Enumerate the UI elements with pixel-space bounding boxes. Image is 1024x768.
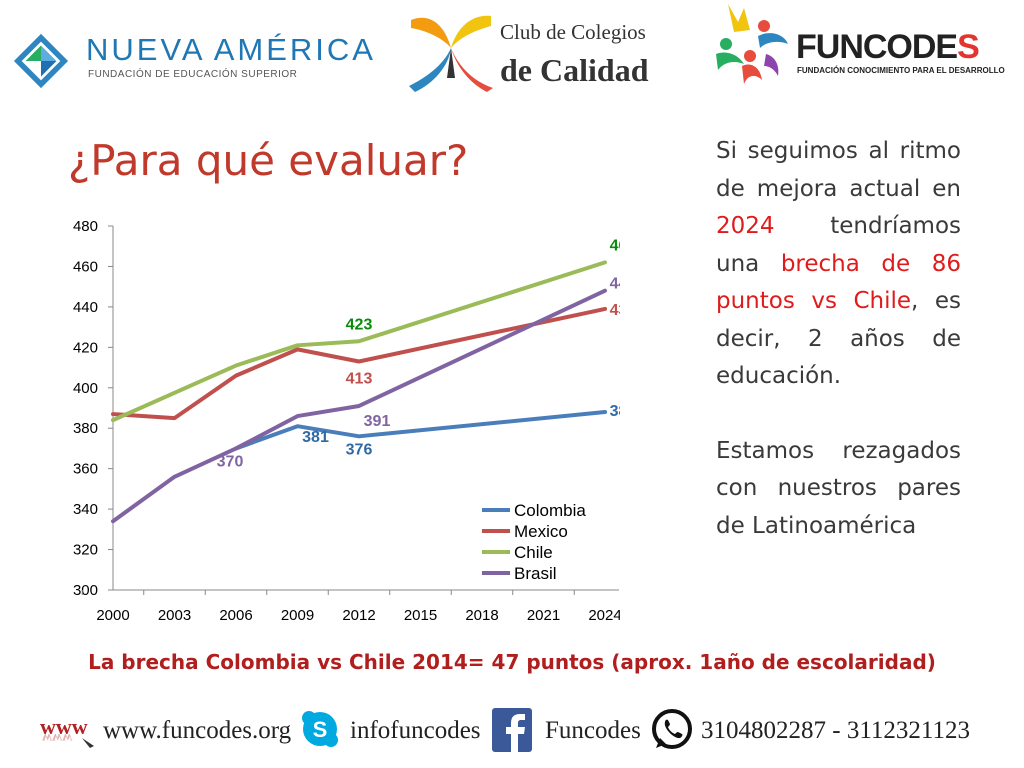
data-label: 370	[217, 453, 244, 470]
x-tick-label: 2012	[342, 607, 375, 624]
data-label: 391	[364, 413, 391, 430]
funcodes-logo: FUNCODES FUNDACIÓN CONOCIMIENTO PARA EL …	[708, 0, 1008, 90]
side-p1-c: , es decir, 2 años de educación.	[716, 288, 961, 389]
side-p1-year: 2024	[716, 213, 775, 239]
x-tick-label: 2009	[281, 607, 314, 624]
x-tick-label: 2015	[404, 607, 437, 624]
nueva-america-emblem-icon	[13, 33, 69, 89]
series-line-colombia	[234, 410, 607, 451]
x-tick-label: 2024	[588, 607, 620, 624]
x-tick-label: 2006	[219, 607, 252, 624]
side-p1-gap: brecha de 86 puntos vs Chile	[716, 250, 962, 315]
side-paragraph: Si seguimos al ritmo de mejora actual en…	[716, 133, 961, 545]
gap-note: La brecha Colombia vs Chile 2014= 47 pun…	[88, 650, 936, 674]
y-tick-label: 300	[73, 582, 98, 599]
funcodes-subtitle: FUNDACIÓN CONOCIMIENTO PARA EL DESARROLL…	[797, 66, 1005, 75]
data-label: 448	[610, 276, 620, 293]
data-label: 388	[610, 403, 620, 420]
data-label: 381	[302, 429, 329, 446]
legend-label-colombia: Colombia	[514, 501, 586, 520]
page-title: ¿Para qué evaluar?	[68, 136, 469, 185]
x-tick-label: 2021	[527, 607, 560, 624]
facebook-page[interactable]: Funcodes	[545, 717, 641, 744]
legend-label-brasil: Brasil	[514, 564, 557, 583]
data-label: 423	[346, 316, 373, 333]
legend-label-chile: Chile	[514, 543, 553, 562]
website-link[interactable]: www.funcodes.org	[103, 717, 292, 744]
nueva-america-name: NUEVA AMÉRICA	[86, 32, 376, 67]
series-line-brasil	[111, 288, 607, 524]
club-colegios-logo: Club de Colegios de Calidad	[405, 8, 685, 93]
y-tick-label: 440	[73, 299, 98, 316]
www-globe-icon: www www	[40, 714, 94, 748]
y-tick-label: 480	[73, 218, 98, 235]
funcodes-name-main: FUNCODE	[796, 28, 958, 66]
funcodes-name-tail: S	[957, 28, 980, 66]
y-tick-label: 460	[73, 258, 98, 275]
contact-bar: www www www.funcodes.org S infofuncodes …	[0, 706, 1024, 756]
whatsapp-icon	[652, 709, 692, 749]
data-label: 413	[346, 370, 373, 387]
y-tick-label: 420	[73, 339, 98, 356]
skype-icon: S	[302, 711, 338, 747]
data-label: 439	[610, 302, 620, 319]
y-tick-label: 400	[73, 380, 98, 397]
facebook-icon	[492, 708, 532, 752]
phone-numbers: 3104802287 - 3112321123	[701, 717, 970, 744]
x-tick-label: 2003	[158, 607, 191, 624]
funcodes-name: FUNCODES	[796, 28, 980, 67]
y-tick-label: 360	[73, 461, 98, 478]
legend-label-mexico: Mexico	[514, 522, 568, 541]
y-tick-label: 340	[73, 501, 98, 518]
data-label: 376	[346, 441, 373, 458]
side-paragraph-1: Si seguimos al ritmo de mejora actual en…	[716, 133, 961, 396]
side-p1-b: tendríamos una	[716, 213, 961, 277]
series-line-mexico	[111, 306, 607, 421]
www-badge-text: www	[40, 714, 88, 739]
nueva-america-subtitle: FUNDACIÓN DE EDUCACIÓN SUPERIOR	[88, 69, 298, 80]
y-tick-label: 320	[73, 542, 98, 559]
x-tick-label: 2000	[96, 607, 129, 624]
funcodes-emblem-icon	[716, 4, 788, 84]
y-tick-label: 380	[73, 420, 98, 437]
svg-text:S: S	[313, 717, 328, 742]
score-trend-chart: 300 320 340 360 380 400 420 440 460 480 2000 2003 20…	[73, 218, 620, 624]
data-label: 462	[610, 237, 620, 254]
side-paragraph-2: Estamos rezagados con nuestros pares de …	[716, 437, 961, 539]
x-tick-label: 2018	[465, 607, 498, 624]
nueva-america-logo: NUEVA AMÉRICA FUNDACIÓN DE EDUCACIÓN SUP…	[10, 28, 380, 89]
series-line-chile	[111, 260, 607, 423]
svg-text:www: www	[42, 730, 73, 745]
skype-handle[interactable]: infofuncodes	[350, 717, 481, 744]
club-colegios-line2: de Calidad	[500, 52, 649, 88]
club-colegios-emblem-icon	[409, 15, 493, 92]
side-p1-a: Si seguimos al ritmo de mejora actual en	[716, 138, 961, 202]
club-colegios-line1: Club de Colegios	[500, 20, 646, 44]
